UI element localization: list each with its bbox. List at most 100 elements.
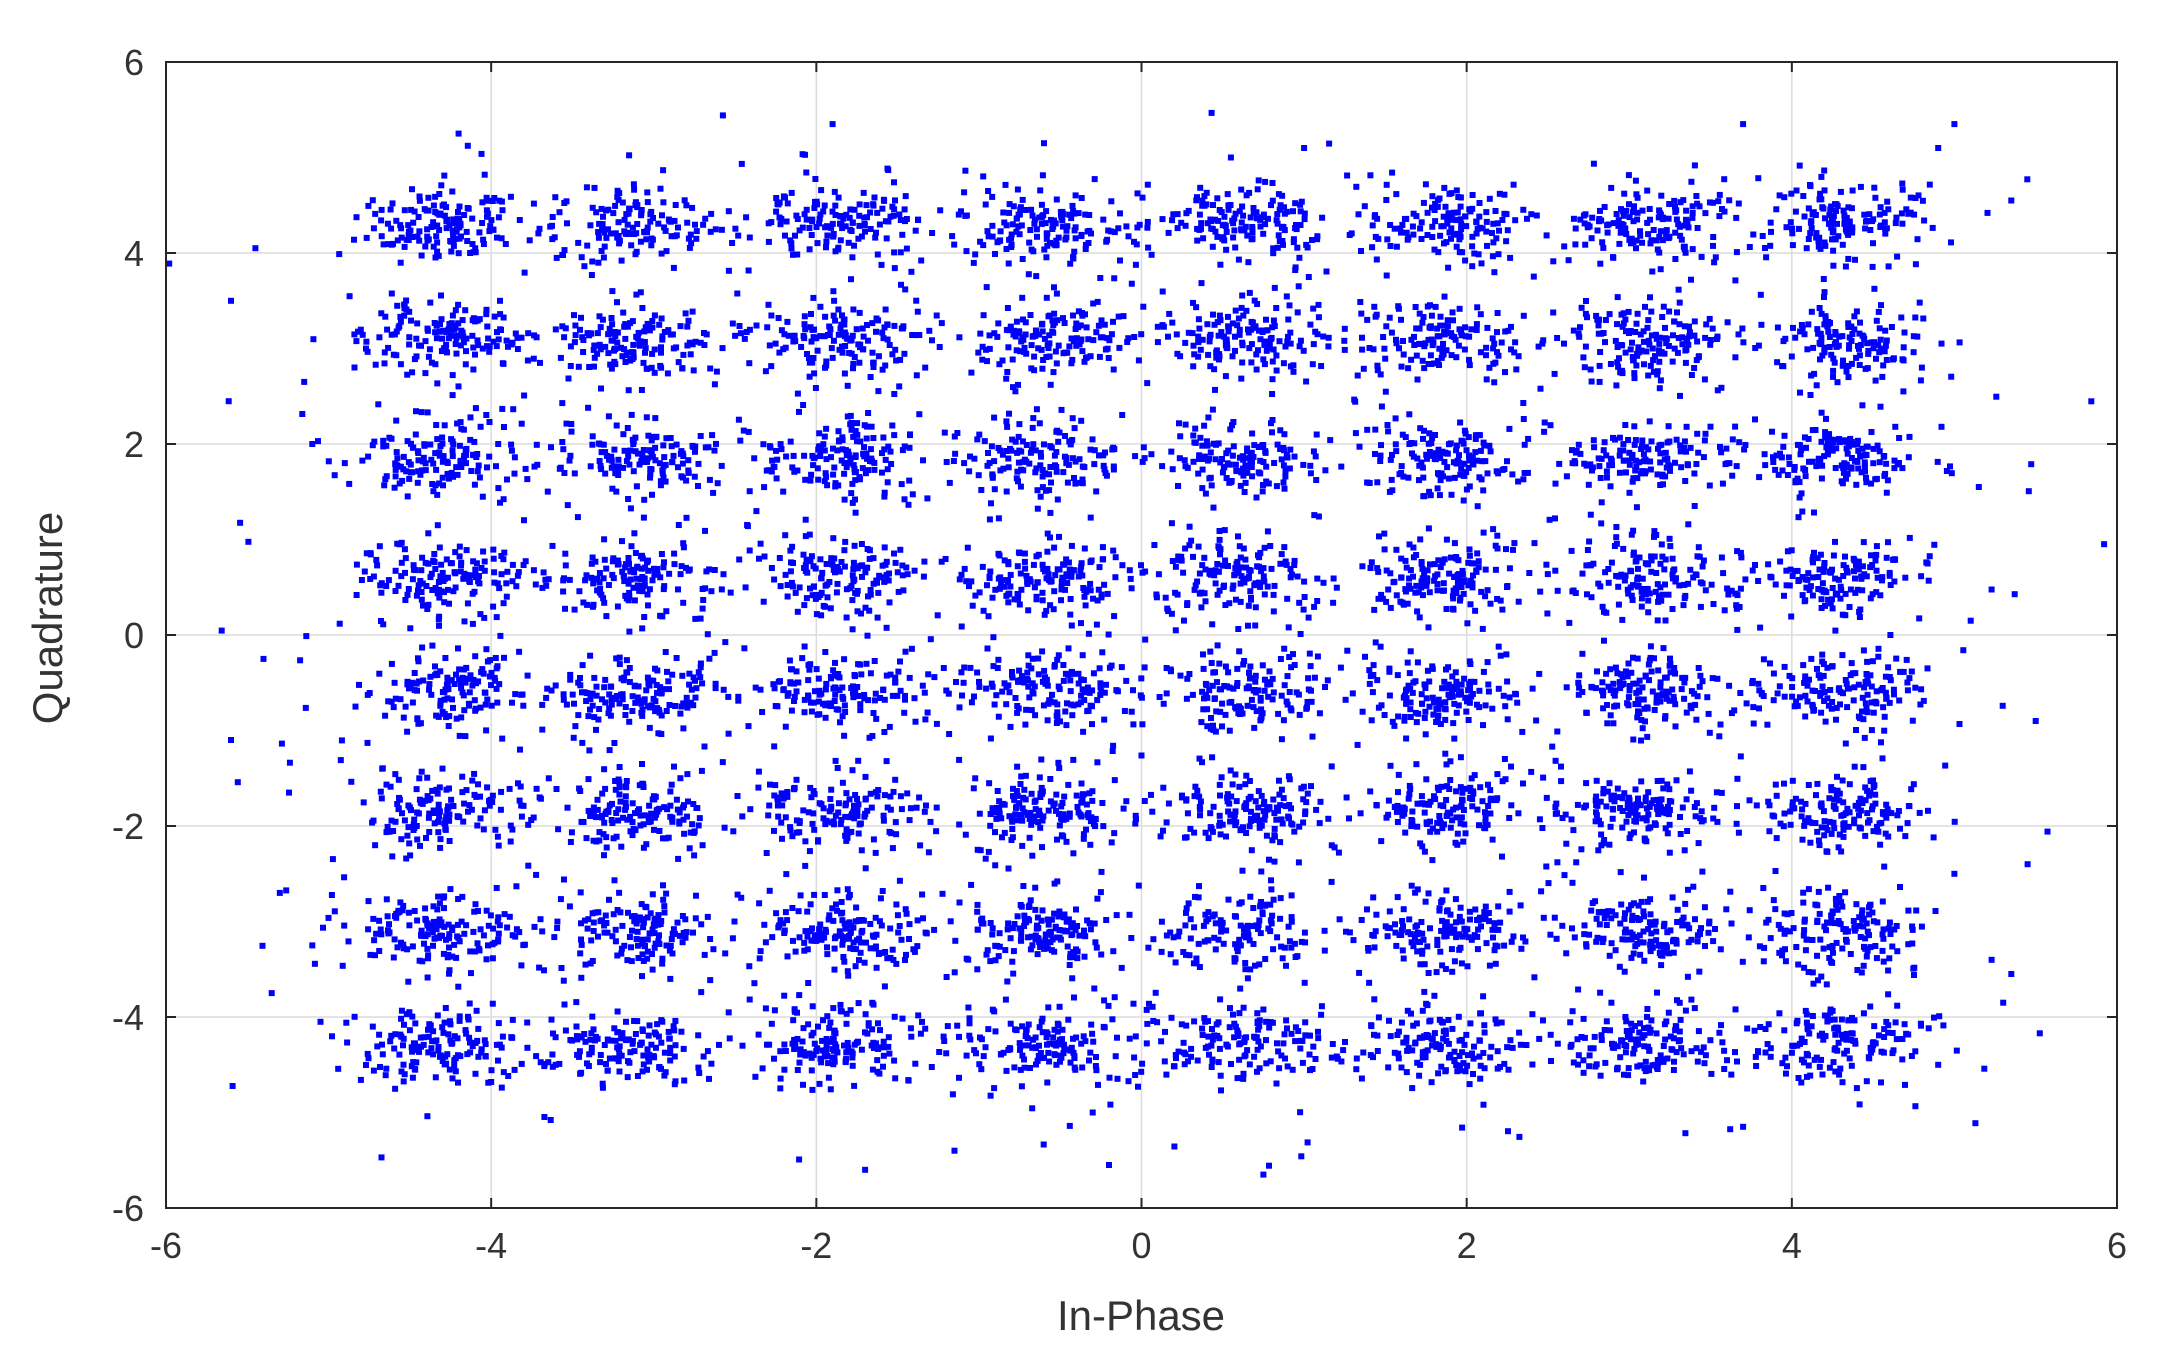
data-point [1265,584,1271,590]
data-point [1199,562,1205,568]
data-point [1713,254,1719,260]
data-point [1341,338,1347,344]
data-point [1811,371,1817,377]
data-point [385,221,391,227]
data-point [1876,309,1882,315]
data-point [1830,263,1836,269]
data-point [1800,592,1806,598]
data-point [818,187,824,193]
data-point [1939,424,1945,430]
data-point [1214,561,1220,567]
data-point [1200,235,1206,241]
data-point [1502,329,1508,335]
data-point [1853,482,1859,488]
data-point [986,613,992,619]
data-point [531,332,537,338]
data-point [1398,230,1404,236]
data-point [997,467,1003,473]
data-point [501,655,507,661]
data-point [1677,300,1683,306]
data-point [1358,311,1364,317]
data-point [850,220,856,226]
data-point [1095,598,1101,604]
data-point [776,201,782,207]
data-point [1247,290,1253,296]
data-point [1666,216,1672,222]
data-point [374,562,380,568]
data-point [1419,559,1425,565]
data-point [611,575,617,581]
data-point [1011,203,1017,209]
data-point [492,678,498,684]
data-point [1511,349,1517,355]
data-point [853,452,859,458]
data-point [1420,475,1426,481]
data-point [1040,328,1046,334]
data-point [411,567,417,573]
data-point [916,411,922,417]
data-point [1819,410,1825,416]
data-point [444,459,450,465]
data-point [1622,422,1628,428]
data-point [1378,453,1384,459]
data-point [575,240,581,246]
data-point [1553,481,1559,487]
data-point [1683,360,1689,366]
data-point [882,544,888,550]
data-point [1006,261,1012,267]
data-point [1605,566,1611,572]
data-point [1709,582,1715,588]
data-point [1655,247,1661,253]
data-point [1285,317,1291,323]
data-point [850,307,856,313]
data-point [850,572,856,578]
data-point [546,775,552,781]
data-point [1261,212,1267,218]
data-point [1039,366,1045,372]
data-point [773,195,779,201]
data-point [393,218,399,224]
data-point [626,555,632,561]
data-point [976,472,982,478]
data-point [603,613,609,619]
data-point [1782,433,1788,439]
data-point [1679,334,1685,340]
data-point [1315,331,1321,337]
data-point [1813,212,1819,218]
data-point [712,650,718,656]
data-point [450,392,456,398]
data-point [2012,591,2018,597]
data-point [1737,604,1743,610]
data-point [1722,607,1728,613]
data-point [427,442,433,448]
data-point [1316,314,1322,320]
data-point [1556,461,1562,467]
data-point [1836,577,1842,583]
data-point [1717,444,1723,450]
data-point [1890,557,1896,563]
data-point [425,530,431,536]
data-point [1488,448,1494,454]
data-point [1035,345,1041,351]
data-point [404,681,410,687]
data-point [661,224,667,230]
data-point [437,573,443,579]
data-point [893,358,899,364]
data-point [721,571,727,577]
data-point [622,448,628,454]
data-point [1008,244,1014,250]
data-point [892,197,898,203]
data-point [879,330,885,336]
data-point [389,291,395,297]
data-point [1699,254,1705,260]
data-point [683,202,689,208]
data-point [408,318,414,324]
data-point [1810,593,1816,599]
data-point [1830,374,1836,380]
data-point [489,670,495,676]
data-point [1248,359,1254,365]
data-point [712,448,718,454]
data-point [497,311,503,317]
data-point [1282,474,1288,480]
data-point [1606,580,1612,586]
